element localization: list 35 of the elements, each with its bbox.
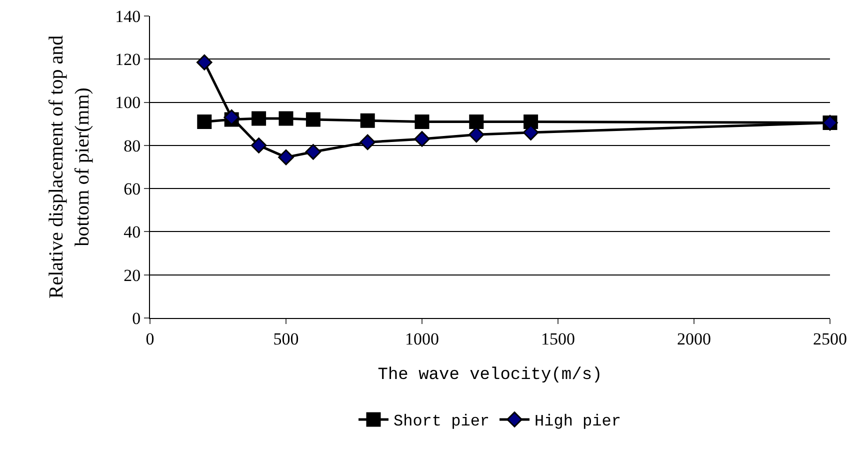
y-tick-label: 80 [124, 136, 141, 156]
x-tick-label: 0 [146, 329, 154, 348]
point [224, 109, 240, 126]
point [414, 114, 430, 129]
y-tick-label: 140 [115, 6, 141, 26]
y-tick-label: 40 [124, 222, 141, 242]
y-tick-label: 120 [115, 50, 141, 70]
point [278, 149, 294, 166]
x-axis-title: The wave velocity(m/s) [378, 366, 602, 385]
point [196, 54, 212, 70]
x-tick-label: 1500 [541, 329, 575, 348]
point [360, 134, 376, 150]
x-tick-label: 2000 [677, 329, 711, 348]
y-tick-label: 0 [132, 308, 141, 328]
point [250, 138, 267, 154]
y-tick-label: 100 [115, 93, 141, 112]
point [252, 111, 266, 126]
point [522, 124, 539, 140]
point [469, 114, 484, 129]
point [468, 126, 484, 143]
point [197, 114, 212, 129]
legend-label: Short pier [394, 412, 490, 431]
point [306, 112, 320, 127]
x-tick-label: 500 [273, 329, 299, 348]
point [305, 144, 322, 160]
point [360, 113, 375, 128]
x-tick-label: 1000 [405, 329, 439, 348]
y-axis-title: Relative displacement of top and bottom of pier(mm) [46, 35, 94, 299]
x-tick-label: 2500 [813, 329, 847, 348]
legend-label: High pier [534, 412, 621, 431]
point [414, 131, 430, 147]
point [278, 111, 294, 126]
y-tick-label: 60 [124, 180, 141, 199]
y-tick-label: 20 [124, 266, 141, 285]
point [524, 114, 538, 129]
